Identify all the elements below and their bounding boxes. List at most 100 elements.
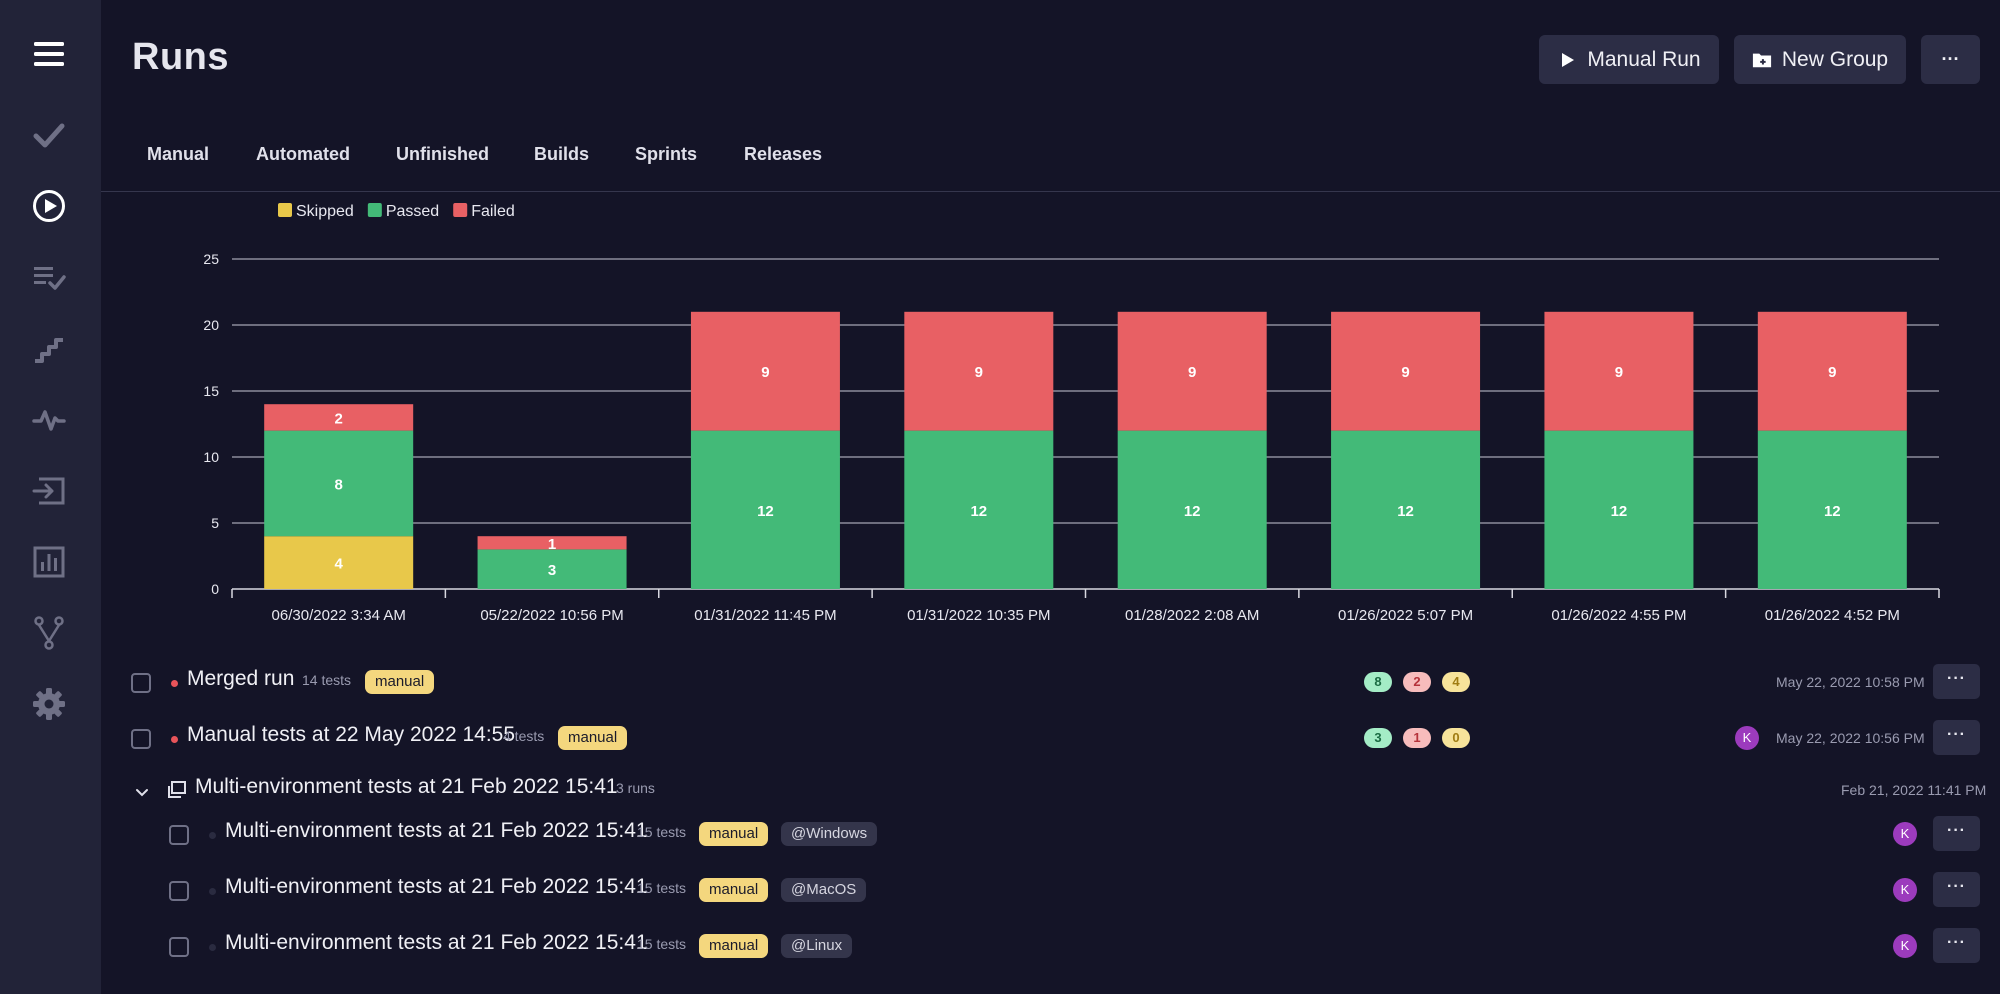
import-icon[interactable] xyxy=(30,472,68,510)
status-dot xyxy=(209,832,216,839)
bar-segment-failed xyxy=(1544,311,1694,431)
run-group-row[interactable]: Multi-environment tests at 21 Feb 2022 1… xyxy=(101,762,2000,818)
row-checkbox[interactable] xyxy=(131,673,151,693)
y-tick-label: 5 xyxy=(211,515,219,531)
bar-value-label: 9 xyxy=(1828,364,1836,381)
new-group-button[interactable]: New Group xyxy=(1734,35,1906,84)
bar-segment-passed xyxy=(904,430,1054,589)
tab-releases[interactable]: Releases xyxy=(744,144,823,164)
steps-icon[interactable] xyxy=(30,330,68,368)
manual-run-label: Manual Run xyxy=(1587,47,1701,71)
run-title[interactable]: Multi-environment tests at 21 Feb 2022 1… xyxy=(225,875,648,898)
group-title[interactable]: Multi-environment tests at 21 Feb 2022 1… xyxy=(195,775,618,798)
status-dot xyxy=(171,680,178,687)
run-test-count: 14 tests xyxy=(302,672,352,688)
manual-run-button[interactable]: Manual Run xyxy=(1539,35,1719,84)
failed-count: 1 xyxy=(1403,728,1431,748)
more-actions-button[interactable]: ··· xyxy=(1921,35,1980,84)
passed-count: 8 xyxy=(1364,672,1392,692)
new-group-label: New Group xyxy=(1781,47,1889,71)
legend-label: Failed xyxy=(471,203,515,220)
x-tick-label: 01/26/2022 4:52 PM xyxy=(1765,607,1900,624)
branch-icon[interactable] xyxy=(30,614,68,652)
legend-label: Passed xyxy=(386,203,439,220)
chevron-down-icon[interactable] xyxy=(135,788,149,798)
more-icon: ··· xyxy=(1941,49,1960,69)
run-row[interactable]: Merged run 14 tests manual 8 2 4 May 22,… xyxy=(101,654,2000,710)
avatar: K xyxy=(1735,726,1759,750)
x-tick-label: 01/26/2022 4:55 PM xyxy=(1551,607,1686,624)
bar-segment-failed xyxy=(264,404,414,431)
manual-tag: manual xyxy=(558,726,628,750)
bar-value-label: 3 xyxy=(548,562,556,579)
row-more-button[interactable]: ··· xyxy=(1933,928,1980,963)
menu-icon[interactable] xyxy=(30,35,68,73)
bar-value-label: 4 xyxy=(335,556,344,573)
run-title[interactable]: Multi-environment tests at 21 Feb 2022 1… xyxy=(225,819,648,842)
group-date: Feb 21, 2022 11:41 PM xyxy=(1841,782,1987,798)
bar-value-label: 12 xyxy=(1824,503,1841,520)
row-checkbox[interactable] xyxy=(169,881,189,901)
avatar: K xyxy=(1893,878,1917,902)
group-run-row[interactable]: Multi-environment tests at 21 Feb 2022 1… xyxy=(101,918,2000,974)
play-circle-icon[interactable] xyxy=(30,187,68,225)
bar-segment-passed xyxy=(264,430,414,537)
bar-segment-passed xyxy=(690,430,840,589)
page-title: Runs xyxy=(132,36,229,78)
main-content: Runs Manual Run New Group ··· Manual Aut… xyxy=(101,0,2000,994)
manual-tag: manual xyxy=(365,670,435,694)
avatar: K xyxy=(1893,822,1917,846)
row-more-button[interactable]: ··· xyxy=(1933,664,1980,699)
x-tick-label: 05/22/2022 10:56 PM xyxy=(480,607,623,624)
y-tick-label: 25 xyxy=(203,251,219,267)
skipped-count: 4 xyxy=(1442,672,1470,692)
bar-value-label: 12 xyxy=(1397,503,1414,520)
bar-segment-failed xyxy=(1757,311,1907,431)
tab-sprints[interactable]: Sprints xyxy=(635,144,698,164)
bar-segment-failed xyxy=(1331,311,1481,431)
run-test-count: 15 tests xyxy=(637,936,687,952)
run-row[interactable]: Manual tests at 22 May 2022 14:55 4 test… xyxy=(101,710,2000,766)
gear-icon[interactable] xyxy=(30,685,68,723)
y-tick-label: 0 xyxy=(211,581,219,597)
failed-count: 2 xyxy=(1403,672,1431,692)
bar-segment-passed xyxy=(1331,430,1481,589)
run-test-count: 4 tests xyxy=(503,728,545,744)
legend-swatch xyxy=(453,203,468,217)
row-more-button[interactable]: ··· xyxy=(1933,720,1980,755)
check-icon[interactable] xyxy=(30,116,68,154)
bar-value-label: 12 xyxy=(757,503,774,520)
y-tick-label: 15 xyxy=(203,383,219,399)
tab-manual[interactable]: Manual xyxy=(147,144,210,164)
tab-automated[interactable]: Automated xyxy=(256,144,350,164)
row-checkbox[interactable] xyxy=(169,937,189,957)
legend-swatch xyxy=(367,203,382,217)
group-run-row[interactable]: Multi-environment tests at 21 Feb 2022 1… xyxy=(101,806,2000,862)
folder-plus-icon xyxy=(1752,53,1771,67)
tab-unfinished[interactable]: Unfinished xyxy=(396,144,489,164)
run-test-count: 15 tests xyxy=(637,880,687,896)
bar-segment-failed xyxy=(690,311,840,431)
status-dot xyxy=(209,944,216,951)
analytics-icon[interactable] xyxy=(30,543,68,581)
manual-tag: manual xyxy=(699,878,769,902)
run-test-count: 15 tests xyxy=(637,824,687,840)
legend-label: Skipped xyxy=(296,203,354,220)
row-more-button[interactable]: ··· xyxy=(1933,816,1980,851)
group-run-row[interactable]: Multi-environment tests at 21 Feb 2022 1… xyxy=(101,862,2000,918)
row-checkbox[interactable] xyxy=(169,825,189,845)
row-more-button[interactable]: ··· xyxy=(1933,872,1980,907)
run-title[interactable]: Multi-environment tests at 21 Feb 2022 1… xyxy=(225,931,648,954)
environment-tag: @Linux xyxy=(781,934,853,958)
pulse-icon[interactable] xyxy=(30,401,68,439)
tab-builds[interactable]: Builds xyxy=(534,144,590,164)
row-checkbox[interactable] xyxy=(131,729,151,749)
bar-value-label: 1 xyxy=(548,536,556,553)
run-title[interactable]: Manual tests at 22 May 2022 14:55 xyxy=(187,723,516,746)
bar-segment-passed xyxy=(477,549,627,589)
sidebar xyxy=(0,0,101,994)
bar-value-label: 12 xyxy=(1611,503,1628,520)
checklist-icon[interactable] xyxy=(30,258,68,296)
runs-chart: Skipped Passed Failed 0 5 10 15 20 25 4 8 2 06/30/20… xyxy=(203,203,1940,624)
run-title[interactable]: Merged run xyxy=(187,667,295,690)
